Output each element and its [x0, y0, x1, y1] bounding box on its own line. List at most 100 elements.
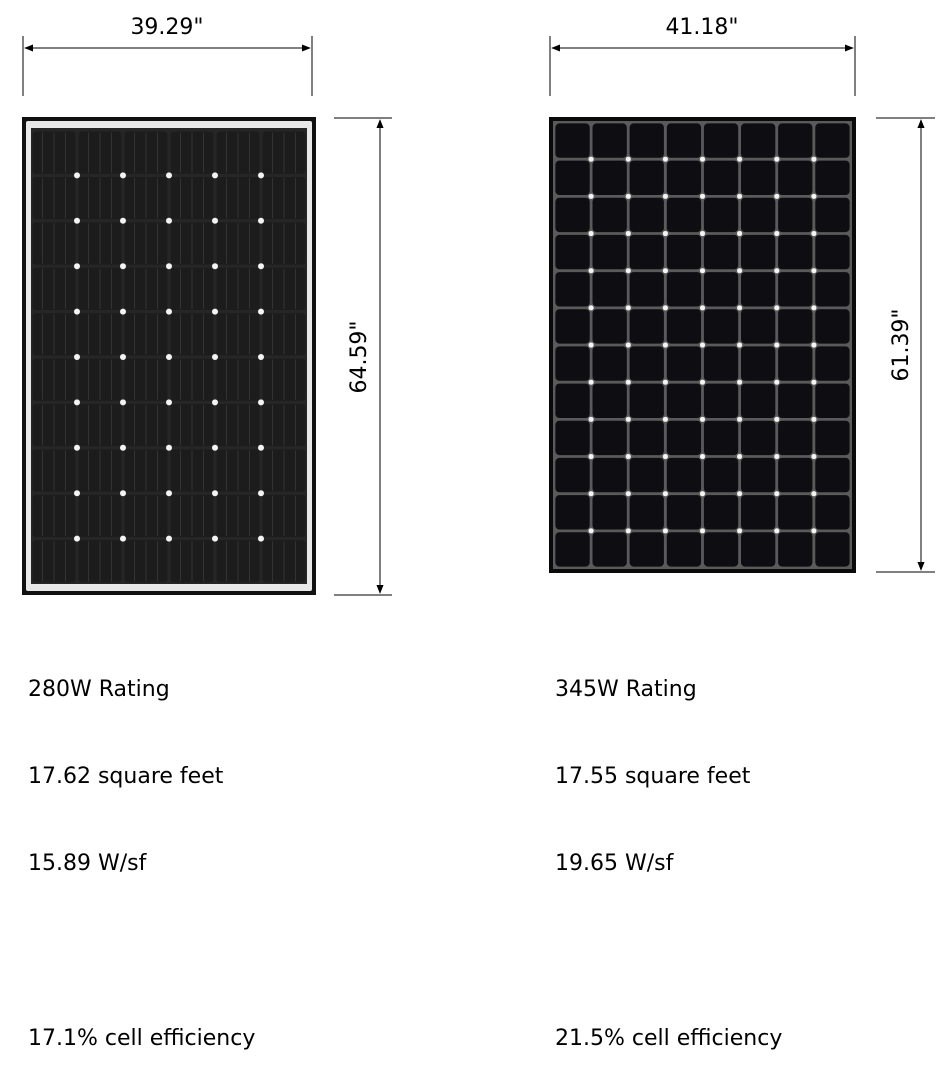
panel-2-cell: [555, 457, 590, 493]
panel-1-specs: 280W Rating 17.62 square feet 15.89 W/sf…: [28, 617, 255, 1082]
panel-2-cell: [592, 346, 627, 381]
panel-2-interconnect-dot: [625, 453, 631, 460]
panel-2-cell: [592, 234, 627, 270]
panel-2-cell: [741, 234, 776, 270]
panel-2-cell: [555, 495, 590, 530]
panel-2-cell: [778, 309, 813, 344]
solar-panel-comparison-diagram: 39.29" 64.59" 41.18" 61.39": [22, 15, 935, 596]
panel-2-interconnect-dot: [588, 305, 594, 311]
panel-2-cell: [555, 160, 590, 195]
panel-2-interconnect-dot: [774, 342, 780, 348]
panel-2-interconnect-dot: [774, 230, 780, 237]
panel-2-cell: [741, 197, 776, 233]
panel-1-interconnect-dot: [120, 172, 126, 179]
panel-2-cell: [741, 123, 776, 158]
panel-2-cell: [666, 457, 702, 493]
panel-2-interconnect-dot: [774, 193, 780, 199]
panel-2-cell: [778, 160, 813, 195]
panel-2-cell: [778, 197, 813, 233]
panel-2-interconnect-dot: [625, 342, 631, 348]
panel-2-cell: [555, 420, 590, 456]
panel-2-cell: [778, 420, 813, 456]
panel-1-interconnect-dot: [120, 263, 126, 270]
panel-2-interconnect-dot: [588, 342, 594, 348]
panel-2-cell: [592, 309, 627, 344]
panel-1-interconnect-dot: [212, 399, 218, 406]
panel-1-interconnect-dot: [258, 399, 264, 406]
panel-2-cell: [666, 495, 702, 530]
panel-1-interconnect-dot: [212, 490, 218, 497]
panel-2-cell: [778, 234, 813, 270]
panel-2-interconnect-dot: [699, 491, 706, 497]
panel-2-interconnect-dot: [625, 305, 631, 311]
panel-2-interconnect-dot: [588, 379, 594, 385]
panel-1-rating: 280W Rating: [28, 677, 170, 702]
panel-1-interconnect-dot: [166, 217, 172, 224]
panel-2-interconnect-dot: [588, 416, 594, 422]
panel-2-cell: [778, 346, 813, 381]
panel-2-cell: [741, 309, 776, 344]
panel-2-cell: [592, 420, 627, 456]
panel-2-cell: [741, 532, 776, 567]
panel-2-interconnect-dot: [774, 305, 780, 311]
panel-2-cell: [815, 234, 850, 270]
panel-2-cell: [778, 457, 813, 493]
panel-1-interconnect-dot: [120, 399, 126, 406]
panel-2-cell: [592, 495, 627, 530]
panel-1-height-label: 64.59": [347, 320, 372, 393]
panel-1-interconnect-dot: [120, 444, 126, 451]
panel-1-interconnect-dot: [258, 172, 264, 179]
panel-2-interconnect-dot: [774, 416, 780, 422]
panel-1-interconnect-dot: [258, 490, 264, 497]
panel-2-interconnect-dot: [662, 230, 669, 237]
panel-2-cell: [815, 309, 850, 344]
panel-2-cell: [555, 234, 590, 270]
panel-1-interconnect-dot: [74, 217, 80, 224]
panel-2-interconnect-dot: [662, 416, 669, 422]
panel-2-cell: [741, 272, 776, 307]
panel-2-cell: [778, 123, 813, 158]
panel-1-interconnect-dot: [74, 444, 80, 451]
panel-2-interconnect-dot: [662, 453, 669, 460]
panel-2-cell: [815, 532, 850, 567]
panel-2-height-label: 61.39": [889, 308, 914, 381]
panel-2-cell: [629, 346, 664, 381]
panel-2-interconnect-dot: [625, 416, 631, 422]
panel-2-cell: [629, 197, 664, 233]
panel-2-interconnect-dot: [625, 193, 631, 199]
panel-2-cell: [703, 234, 739, 270]
panel-1-interconnect-dot: [166, 308, 172, 315]
panel-2-interconnect-dot: [737, 528, 743, 534]
panel-2-cell: [815, 457, 850, 493]
panel-2-cell: [666, 383, 702, 418]
panel-2-cell: [815, 197, 850, 233]
panel-2-cell: [815, 272, 850, 307]
panel-2-cell: [703, 309, 739, 344]
panel-2-interconnect-dot: [625, 528, 631, 534]
panel-2-cell: [629, 272, 664, 307]
panel-2-interconnect-dot: [699, 268, 706, 274]
panel-2-cell: [592, 457, 627, 493]
panel-1-interconnect-dot: [166, 354, 172, 360]
panel-1-interconnect-dot: [120, 535, 126, 542]
panel-2-cell: [629, 420, 664, 456]
panel-1-density: 15.89 W/sf: [28, 851, 147, 876]
panel-2-interconnect-dot: [811, 230, 817, 237]
panel-2-interconnect-dot: [737, 156, 743, 162]
panel-2-interconnect-dot: [699, 379, 706, 385]
panel-2-cell: [815, 123, 850, 158]
panel-2-interconnect-dot: [737, 379, 743, 385]
panel-2-cell: [666, 272, 702, 307]
panel-2-cell: [592, 160, 627, 195]
panel-2-cell: [629, 532, 664, 567]
panel-1-module: [22, 117, 316, 595]
panel-1-width-dimension: 39.29": [22, 15, 313, 96]
panel-2-interconnect-dot: [811, 528, 817, 534]
panel-2-cell-grid: [555, 123, 850, 567]
panel-2-interconnect-dot: [774, 156, 780, 162]
panel-1-interconnect-dot: [166, 263, 172, 270]
panel-2-width-label: 41.18": [665, 15, 738, 40]
panel-2-interconnect-dot: [588, 268, 594, 274]
panel-2-interconnect-dot: [662, 379, 669, 385]
panel-2-cell: [741, 346, 776, 381]
